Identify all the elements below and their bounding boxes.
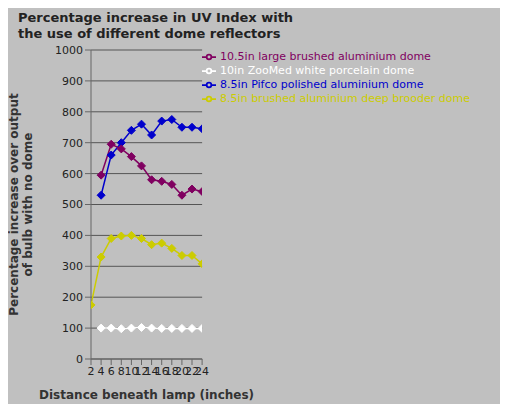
- svg-text:900: 900: [62, 75, 83, 88]
- svg-text:500: 500: [62, 198, 83, 211]
- svg-text:2: 2: [88, 365, 95, 378]
- svg-text:800: 800: [62, 106, 83, 119]
- svg-text:6: 6: [108, 365, 115, 378]
- svg-text:0: 0: [76, 353, 83, 366]
- svg-text:200: 200: [62, 291, 83, 304]
- svg-text:100: 100: [62, 322, 83, 335]
- svg-text:Percentage increase over outpu: Percentage increase over outputof bulb w…: [8, 93, 35, 316]
- svg-text:Distance beneath lamp (inches): Distance beneath lamp (inches): [39, 388, 254, 402]
- svg-text:700: 700: [62, 137, 83, 150]
- svg-text:300: 300: [62, 260, 83, 273]
- svg-text:1000: 1000: [55, 46, 83, 57]
- svg-text:4: 4: [98, 365, 105, 378]
- svg-text:400: 400: [62, 229, 83, 242]
- svg-text:600: 600: [62, 168, 83, 181]
- svg-text:24: 24: [195, 365, 209, 378]
